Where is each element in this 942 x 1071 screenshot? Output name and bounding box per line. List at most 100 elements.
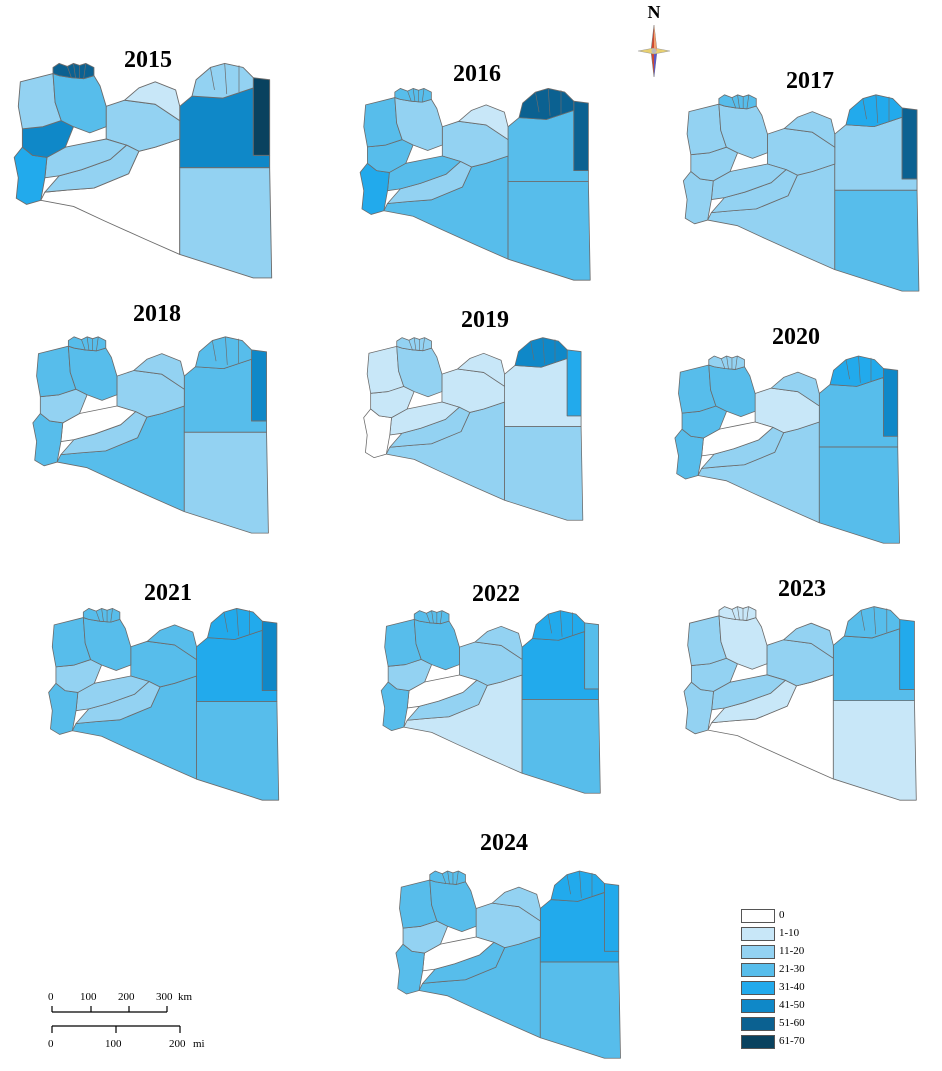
- km-unit: km: [178, 991, 193, 1003]
- district-border: [212, 340, 217, 362]
- district-border: [560, 610, 563, 637]
- district-border: [110, 608, 113, 623]
- region-ne: [532, 610, 586, 641]
- district-border: [547, 88, 551, 116]
- legend-swatch: [741, 1035, 775, 1049]
- mi-tick-0: 0: [48, 1038, 54, 1050]
- legend-label: 11-20: [779, 945, 805, 957]
- region-cm: [474, 625, 523, 660]
- km-tick-200: 200: [118, 991, 135, 1003]
- map-2016: 2016: [342, 62, 612, 282]
- legend-label: 1-10: [779, 927, 800, 939]
- legend-swatch: [741, 945, 775, 959]
- district-border: [81, 339, 86, 351]
- district-border: [95, 611, 101, 622]
- region-nwcoast: [67, 336, 107, 352]
- legend-swatch: [741, 981, 775, 995]
- choropleth-2019: [363, 337, 584, 521]
- legend-item: 11-20: [741, 945, 861, 961]
- district-border: [86, 336, 90, 350]
- legend-swatch: [741, 927, 775, 941]
- district-border: [731, 97, 737, 109]
- year-label-2024: 2024: [480, 830, 528, 856]
- district-border: [731, 609, 736, 620]
- choropleth-2017: [682, 94, 920, 292]
- region-nwcoast: [413, 610, 450, 625]
- year-label-2022: 2022: [472, 581, 520, 607]
- legend-label: 31-40: [779, 981, 805, 993]
- legend-label: 21-30: [779, 963, 805, 975]
- choropleth-2015: [13, 62, 273, 279]
- region-ne: [207, 608, 263, 640]
- region-wmid: [422, 936, 495, 972]
- district-border: [735, 356, 738, 370]
- district-border: [426, 613, 431, 623]
- region-se: [521, 698, 601, 794]
- district-border: [431, 610, 434, 623]
- region-wmid: [701, 421, 774, 457]
- legend-item: 0: [741, 909, 861, 925]
- region-cm: [783, 111, 836, 148]
- map-2019: 2019: [340, 308, 610, 522]
- region-cm: [491, 886, 541, 922]
- choropleth-2023: [683, 606, 917, 801]
- region-se: [504, 425, 584, 521]
- north-label: N: [647, 2, 661, 22]
- region-se: [539, 961, 621, 1059]
- district-border: [860, 610, 865, 631]
- region-neast: [566, 349, 582, 417]
- legend-item: 21-30: [741, 963, 861, 979]
- district-border: [407, 91, 412, 102]
- region-nwcoast: [82, 608, 121, 623]
- region-wmid: [710, 163, 787, 200]
- legend-swatch: [741, 909, 775, 923]
- map-2022: 2022: [360, 582, 625, 795]
- district-border: [441, 873, 447, 884]
- scale-bar: 0 100 200 300 km 0 100 200 mi: [40, 985, 240, 1055]
- district-border: [456, 871, 459, 885]
- choropleth-2021: [48, 608, 280, 801]
- region-neast: [901, 107, 918, 180]
- legend-label: 61-70: [779, 1035, 805, 1047]
- region-se: [834, 189, 920, 292]
- map-2017: 2017: [668, 69, 938, 293]
- region-se: [179, 167, 273, 279]
- year-label-2018: 2018: [133, 301, 181, 327]
- district-border: [579, 871, 582, 898]
- region-neast: [899, 619, 915, 690]
- region-se: [818, 446, 900, 544]
- district-border: [547, 614, 552, 634]
- region-neast: [883, 368, 899, 437]
- region-se: [183, 431, 269, 534]
- legend-item: 51-60: [741, 1017, 861, 1033]
- district-border: [210, 67, 215, 91]
- district-border: [96, 336, 99, 351]
- region-neast: [252, 77, 271, 156]
- region-cm: [458, 104, 509, 140]
- region-wmid: [406, 674, 478, 709]
- map-2023: 2023: [668, 577, 936, 802]
- region-nwcoast: [708, 355, 745, 370]
- region-wmid: [44, 138, 128, 179]
- region-wmid: [75, 675, 150, 712]
- district-border: [73, 63, 76, 78]
- mi-tick-200: 200: [169, 1038, 186, 1050]
- district-border: [236, 608, 239, 636]
- district-border: [858, 356, 861, 383]
- region-cm: [783, 622, 834, 659]
- region-wmid: [389, 401, 460, 436]
- choropleth-2020: [674, 355, 900, 544]
- year-label-2023: 2023: [778, 576, 826, 602]
- year-label-2016: 2016: [453, 61, 501, 87]
- district-border: [875, 94, 879, 123]
- map-2021: 2021: [33, 581, 298, 802]
- region-ne: [550, 870, 605, 902]
- district-border: [746, 606, 749, 621]
- year-label-2019: 2019: [461, 307, 509, 333]
- region-wmid: [711, 674, 786, 711]
- district-border: [422, 337, 425, 351]
- district-border: [845, 359, 850, 380]
- region-ne: [843, 606, 901, 639]
- legend-label: 0: [779, 909, 785, 921]
- region-cm: [457, 352, 505, 387]
